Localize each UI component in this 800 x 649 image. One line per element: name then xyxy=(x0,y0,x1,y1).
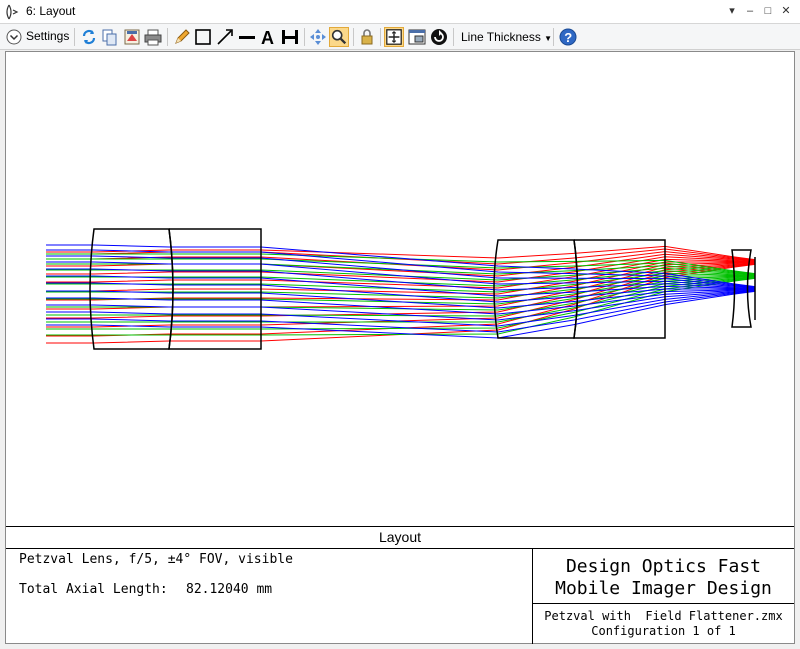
close-button[interactable]: ✕ xyxy=(781,5,791,17)
configuration-label: Configuration 1 of 1 xyxy=(591,624,736,638)
optical-layout-plot xyxy=(46,228,756,350)
front-doublet-lens-2 xyxy=(168,228,262,350)
lens-elements xyxy=(89,228,756,350)
dropdown-arrow-icon: ▼ xyxy=(544,34,553,43)
ray xyxy=(46,282,755,303)
divider xyxy=(6,526,794,527)
dimension-icon[interactable] xyxy=(280,27,300,47)
lens-app-icon xyxy=(6,4,19,20)
layout-canvas[interactable]: Layout Petzval Lens, f/5, ±4° FOV, visib… xyxy=(5,51,795,644)
lens-description: Petzval Lens, f/5, ±4° FOV, visible xyxy=(19,552,293,567)
pencil-icon[interactable] xyxy=(172,27,192,47)
ray xyxy=(46,275,756,297)
fit-button[interactable] xyxy=(384,27,404,47)
svg-text:?: ? xyxy=(564,30,572,45)
arrow-icon[interactable] xyxy=(215,27,235,47)
ray xyxy=(46,248,756,265)
window-title: 6: Layout xyxy=(26,4,76,18)
field-flattener-lens xyxy=(731,249,752,328)
ray xyxy=(46,249,756,288)
settings-button[interactable]: Settings xyxy=(26,29,70,43)
lock-icon[interactable] xyxy=(357,27,377,47)
ray xyxy=(46,258,756,275)
ray xyxy=(46,261,755,295)
pin-icon[interactable]: ▾ xyxy=(729,5,735,17)
line-thickness-label: Line Thickness xyxy=(461,30,541,44)
ray xyxy=(46,261,756,289)
ray xyxy=(46,262,756,310)
pan-icon[interactable] xyxy=(308,27,328,47)
window-icon[interactable] xyxy=(407,27,427,47)
ray xyxy=(46,289,756,315)
ray xyxy=(46,290,756,333)
copy-icon[interactable] xyxy=(100,27,120,47)
ray xyxy=(46,288,756,309)
design-title-line-1: Design Optics Fast xyxy=(565,556,762,577)
rotate-icon[interactable] xyxy=(429,27,449,47)
export-icon[interactable] xyxy=(122,27,142,47)
text-icon[interactable]: A xyxy=(258,27,278,47)
divider xyxy=(532,603,794,604)
ray xyxy=(46,258,756,289)
design-title-line-2: Mobile Imager Design xyxy=(555,578,772,599)
minimize-button[interactable]: – xyxy=(746,5,754,17)
ray xyxy=(46,251,756,271)
ray xyxy=(46,255,756,288)
print-icon[interactable] xyxy=(143,27,163,47)
ray xyxy=(46,245,756,261)
ray xyxy=(46,289,756,321)
divider xyxy=(6,548,794,549)
refresh-icon[interactable] xyxy=(79,27,99,47)
ray xyxy=(46,263,756,344)
ray xyxy=(46,263,756,275)
axial-length-value: 82.12040 mm xyxy=(186,582,273,597)
ray xyxy=(46,244,756,288)
window-title-bar: 6: Layout ▾ – □ ✕ xyxy=(0,0,800,24)
line-thickness-dropdown[interactable]: Line Thickness ▼ xyxy=(461,30,552,44)
line-icon[interactable] xyxy=(237,27,257,47)
settings-chevron-icon[interactable] xyxy=(6,29,22,45)
help-icon[interactable]: ? xyxy=(558,27,578,47)
zoom-button[interactable] xyxy=(329,27,349,47)
rear-doublet-lens-2 xyxy=(573,239,666,339)
magnifier-icon xyxy=(331,29,347,45)
ray xyxy=(46,256,756,283)
section-title: Layout xyxy=(378,529,422,545)
ray xyxy=(46,268,756,291)
ray xyxy=(46,263,756,328)
ray-fans xyxy=(46,244,756,344)
ray xyxy=(46,290,756,327)
divider xyxy=(532,548,533,644)
ray xyxy=(46,253,756,277)
axial-length-label: Total Axial Length: xyxy=(19,582,168,597)
ray xyxy=(46,262,756,319)
fit-icon xyxy=(386,29,402,45)
rectangle-icon[interactable] xyxy=(193,27,213,47)
ray xyxy=(46,253,756,275)
svg-text:A: A xyxy=(261,28,274,47)
ray xyxy=(46,276,756,311)
maximize-button[interactable]: □ xyxy=(764,5,772,17)
file-name: Petzval with Field Flattener.zmx xyxy=(544,609,783,623)
toolbar: Settings A xyxy=(0,24,800,50)
